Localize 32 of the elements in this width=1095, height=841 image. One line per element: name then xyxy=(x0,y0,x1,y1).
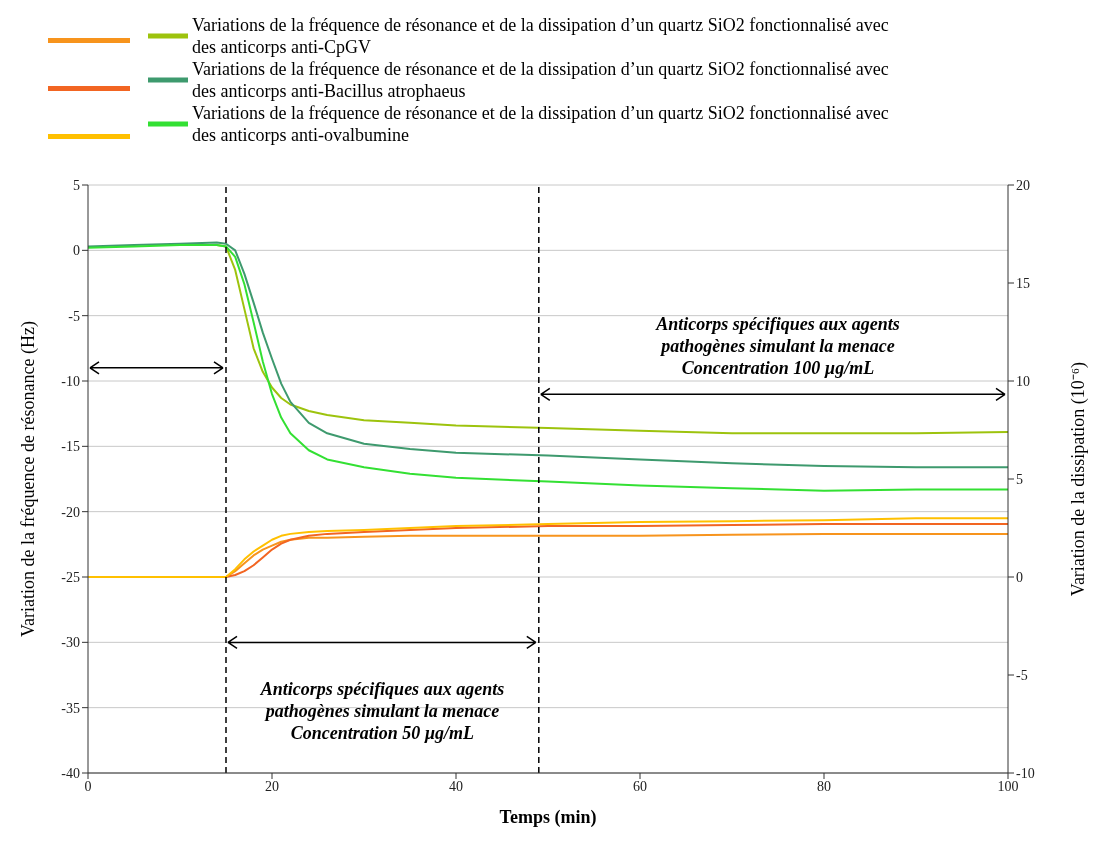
y2-axis-title: Variation de la dissipation (10⁻⁶) xyxy=(1068,361,1090,597)
y-tick-label: -35 xyxy=(61,700,80,716)
x-tick-label: 60 xyxy=(633,778,647,794)
y-tick-label: 0 xyxy=(73,243,80,259)
y2-tick-label: 15 xyxy=(1016,275,1030,291)
y-tick-label: 5 xyxy=(73,177,80,193)
x-tick-label: 80 xyxy=(817,778,831,794)
y-tick-label: -25 xyxy=(61,569,80,585)
legend-label: Variations de la fréquence de résonance et de la dissipation d’un quartz SiO2 fonctionnalisé avec des anticorps anti-Bacillus atrophaeus xyxy=(192,58,890,102)
x-tick-label: 40 xyxy=(449,778,463,794)
legend-label: Variations de la fréquence de résonance et de la dissipation d’un quartz SiO2 fonctionnalisé avec des anticorps anti-CpGV xyxy=(192,14,890,58)
x-axis-title: Temps (min) xyxy=(499,807,597,828)
y-axis-title: Variation de la fréquence de résonance (Hz) xyxy=(18,321,40,637)
y-tick-label: -5 xyxy=(68,308,80,324)
y2-tick-label: 0 xyxy=(1016,569,1023,585)
annotation: Anticorps spécifiques aux agents pathogènes simulant la menace Concentration 50 µg/mL xyxy=(259,679,505,744)
annotation: Anticorps spécifiques aux agents pathogènes simulant la menace Concentration 100 µg/mL xyxy=(655,314,900,379)
line-series xyxy=(88,517,1008,578)
y-tick-label: -30 xyxy=(61,635,80,651)
y-tick-label: -20 xyxy=(61,504,80,520)
x-tick-label: 100 xyxy=(997,778,1019,794)
y2-tick-label: 5 xyxy=(1016,471,1023,487)
y-tick-label: -15 xyxy=(61,439,80,455)
y-tick-label: -10 xyxy=(61,373,80,389)
legend-label: Variations de la fréquence de résonance et de la dissipation d’un quartz SiO2 fonctionnalisé avec des anticorps anti-ovalbumine xyxy=(192,102,890,146)
x-tick-label: 20 xyxy=(265,778,279,794)
x-tick-label: 0 xyxy=(84,778,92,794)
y2-tick-label: -5 xyxy=(1016,667,1028,683)
y2-tick-label: 10 xyxy=(1016,373,1030,389)
y-tick-label: -40 xyxy=(61,765,80,781)
y2-tick-label: -10 xyxy=(1016,765,1035,781)
y2-tick-label: 20 xyxy=(1016,177,1030,193)
